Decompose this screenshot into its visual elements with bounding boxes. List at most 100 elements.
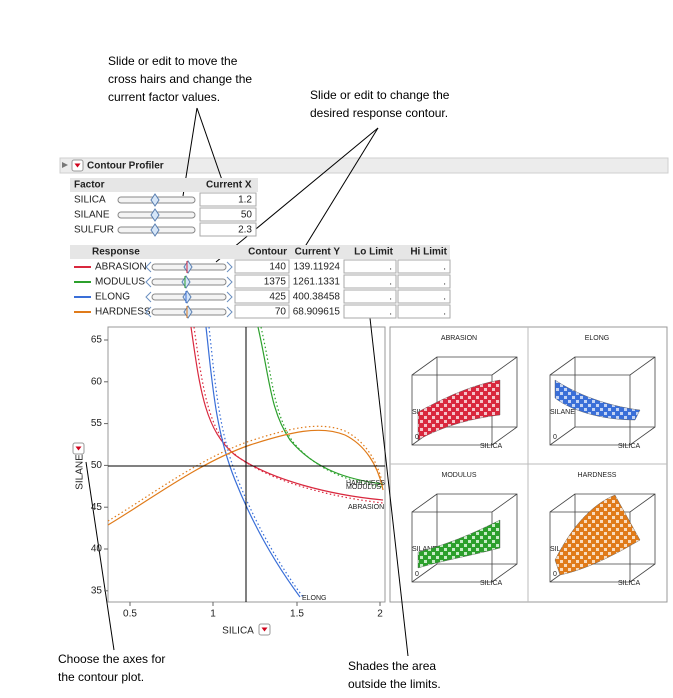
y-tick-label: 65 xyxy=(91,335,103,346)
table-header xyxy=(70,178,258,192)
contour-box[interactable] xyxy=(234,274,290,289)
annotation: cross hairs and change the xyxy=(108,72,252,86)
lo-limit: . xyxy=(389,262,392,273)
slider-thumb[interactable] xyxy=(181,275,191,289)
hi-limit: . xyxy=(443,307,446,318)
column-header: Current Y xyxy=(295,247,341,258)
current-y: 1261.1331 xyxy=(293,277,341,288)
hi-limit-box[interactable] xyxy=(397,304,451,319)
response-name: HARDNESS xyxy=(95,307,151,318)
column-header: Hi Limit xyxy=(410,247,447,258)
contour-value: 425 xyxy=(269,292,286,303)
factor-value: 50 xyxy=(241,210,253,221)
curve-label: HARDNESS xyxy=(346,480,385,487)
y-axis-menu[interactable] xyxy=(72,442,85,455)
annotation: the contour plot. xyxy=(58,670,144,684)
contour-value: 1375 xyxy=(264,277,287,288)
annotation: Slide or edit to change the xyxy=(310,88,450,102)
column-header: Response xyxy=(92,247,140,258)
lo-limit: . xyxy=(389,292,392,303)
factor-value: 1.2 xyxy=(238,195,252,206)
surface-x-label: SILICA xyxy=(480,443,503,450)
annotation: Slide or edit to move the xyxy=(108,54,238,68)
surface-y-label: SILANE xyxy=(412,546,437,553)
slider-end[interactable] xyxy=(145,291,152,303)
lo-limit-box[interactable] xyxy=(343,304,397,319)
surface-x-label: SILICA xyxy=(618,443,641,450)
slider-end[interactable] xyxy=(145,306,152,318)
slider-end[interactable] xyxy=(226,306,233,318)
contour-box[interactable] xyxy=(234,304,290,319)
column-header: Lo Limit xyxy=(354,247,394,258)
lo-limit-box[interactable] xyxy=(343,289,397,304)
surface-y-label: SILANE xyxy=(550,409,575,416)
slider-thumb[interactable] xyxy=(150,223,160,237)
disclosure-toggle[interactable] xyxy=(62,162,68,168)
factor-value-box[interactable] xyxy=(199,192,257,207)
slider-end[interactable] xyxy=(226,291,233,303)
y-tick-label: 50 xyxy=(91,460,103,471)
slider-end[interactable] xyxy=(226,261,233,273)
hi-limit-box[interactable] xyxy=(397,274,451,289)
factor-value-box[interactable] xyxy=(199,207,257,222)
lo-limit-box[interactable] xyxy=(343,259,397,274)
contour-box[interactable] xyxy=(234,289,290,304)
lo-limit: . xyxy=(389,277,392,288)
response-name: ABRASION xyxy=(95,262,147,273)
current-y: 68.909615 xyxy=(293,307,341,318)
surface xyxy=(417,519,501,569)
current-y: 400.38458 xyxy=(293,292,341,303)
panel-menu[interactable] xyxy=(71,159,84,172)
slider-end[interactable] xyxy=(145,261,152,273)
annotation: desired response contour. xyxy=(310,106,448,120)
slider-thumb[interactable] xyxy=(150,208,160,222)
contour-curves xyxy=(107,326,384,598)
hi-limit-box[interactable] xyxy=(397,259,451,274)
surface-z-tick: 0 xyxy=(415,571,419,578)
response-name: MODULUS xyxy=(95,277,145,288)
lo-limit-box[interactable] xyxy=(343,274,397,289)
table-header xyxy=(70,245,450,259)
surface-z-tick: 0 xyxy=(553,434,557,441)
y-tick-label: 55 xyxy=(91,418,103,429)
surface-title: ABRASION xyxy=(441,335,477,342)
surface-x-label: SILICA xyxy=(480,580,503,587)
contour-box[interactable] xyxy=(234,259,290,274)
hi-limit-box[interactable] xyxy=(397,289,451,304)
curve-label: ABRASION xyxy=(348,504,384,511)
slider-end[interactable] xyxy=(145,276,152,288)
factor-name: SULFUR xyxy=(74,225,114,236)
slider-end[interactable] xyxy=(226,276,233,288)
x-axis-label: SILICA xyxy=(222,626,254,637)
response-name: ELONG xyxy=(95,292,130,303)
surface-z-tick: 0 xyxy=(553,571,557,578)
cube-frame xyxy=(411,356,518,446)
factor-value-box[interactable] xyxy=(199,222,257,237)
factor-name: SILICA xyxy=(74,195,106,206)
y-tick-label: 60 xyxy=(91,376,103,387)
panel-header xyxy=(59,157,669,174)
panel-title: Contour Profiler xyxy=(87,161,164,172)
current-y: 139.11924 xyxy=(293,262,340,273)
column-header: Contour xyxy=(248,247,287,258)
cube-frame xyxy=(549,493,656,583)
surface-title: MODULUS xyxy=(441,472,476,479)
surface xyxy=(417,379,501,441)
x-axis-menu[interactable] xyxy=(258,623,271,636)
x-tick-label: 1.5 xyxy=(290,609,304,620)
slider-thumb[interactable] xyxy=(183,260,193,274)
slider-thumb[interactable] xyxy=(182,290,192,304)
x-tick-label: 0.5 xyxy=(123,609,137,620)
surface-z-tick: 0 xyxy=(415,434,419,441)
curve-label: ELONG xyxy=(302,595,327,602)
contour-value: 70 xyxy=(275,307,287,318)
annotation: Choose the axes for xyxy=(58,652,165,666)
slider-thumb[interactable] xyxy=(150,193,160,207)
annotation: Shades the area xyxy=(348,659,436,673)
curve-label: MODULUS xyxy=(346,484,381,491)
column-header: Current X xyxy=(206,180,252,191)
slider-thumb[interactable] xyxy=(183,305,193,319)
factor-value: 2.3 xyxy=(238,225,252,236)
x-tick-label: 1 xyxy=(210,609,216,620)
